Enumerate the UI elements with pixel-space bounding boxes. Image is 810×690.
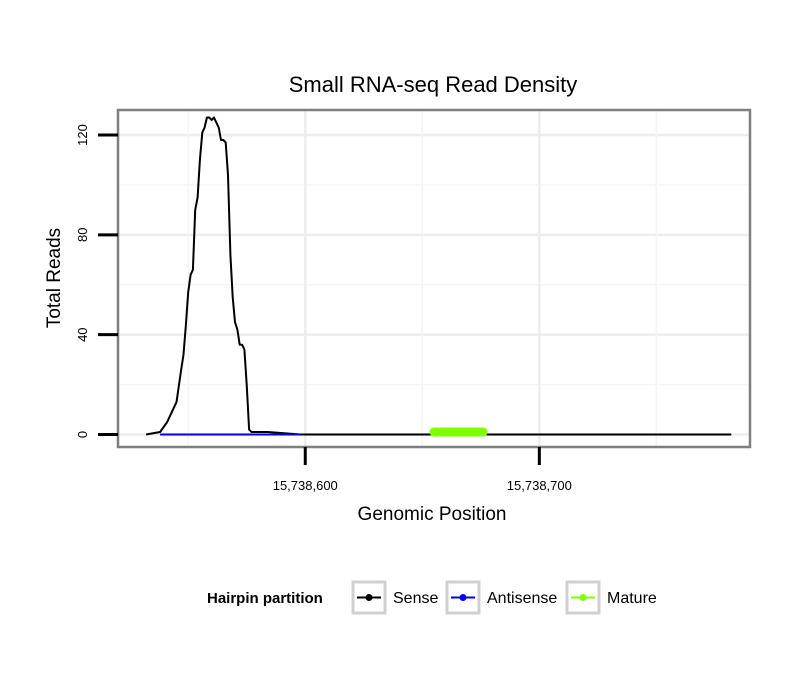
x-tick-label: 15,738,600 [273,478,338,493]
x-axis: 15,738,600 15,738,700 [273,447,572,493]
y-axis: 0 40 80 120 [75,124,118,438]
legend: Hairpin partition Sense Antisense Mature [207,580,657,615]
legend-title: Hairpin partition [207,590,323,607]
plot-panel-border [116,108,752,449]
legend-label-mature: Mature [607,590,657,607]
legend-key-dot [365,594,373,601]
chart-title: Small RNA-seq Read Density [289,72,578,97]
y-tick-label: 40 [75,327,90,341]
legend-key-dot [579,594,587,601]
plot-background [118,110,750,447]
plot-marks [145,116,732,437]
y-tick-label: 0 [75,431,90,438]
y-tick-label: 120 [75,124,90,146]
y-axis-title: Total Reads [44,228,65,328]
legend-label-sense: Sense [393,590,438,607]
x-axis-title: Genomic Position [358,504,507,525]
legend-label-antisense: Antisense [487,590,557,607]
legend-key-dot [459,594,467,601]
y-tick-label: 80 [75,228,90,242]
x-tick-label: 15,738,700 [507,478,572,493]
series-line-sense [145,116,732,436]
